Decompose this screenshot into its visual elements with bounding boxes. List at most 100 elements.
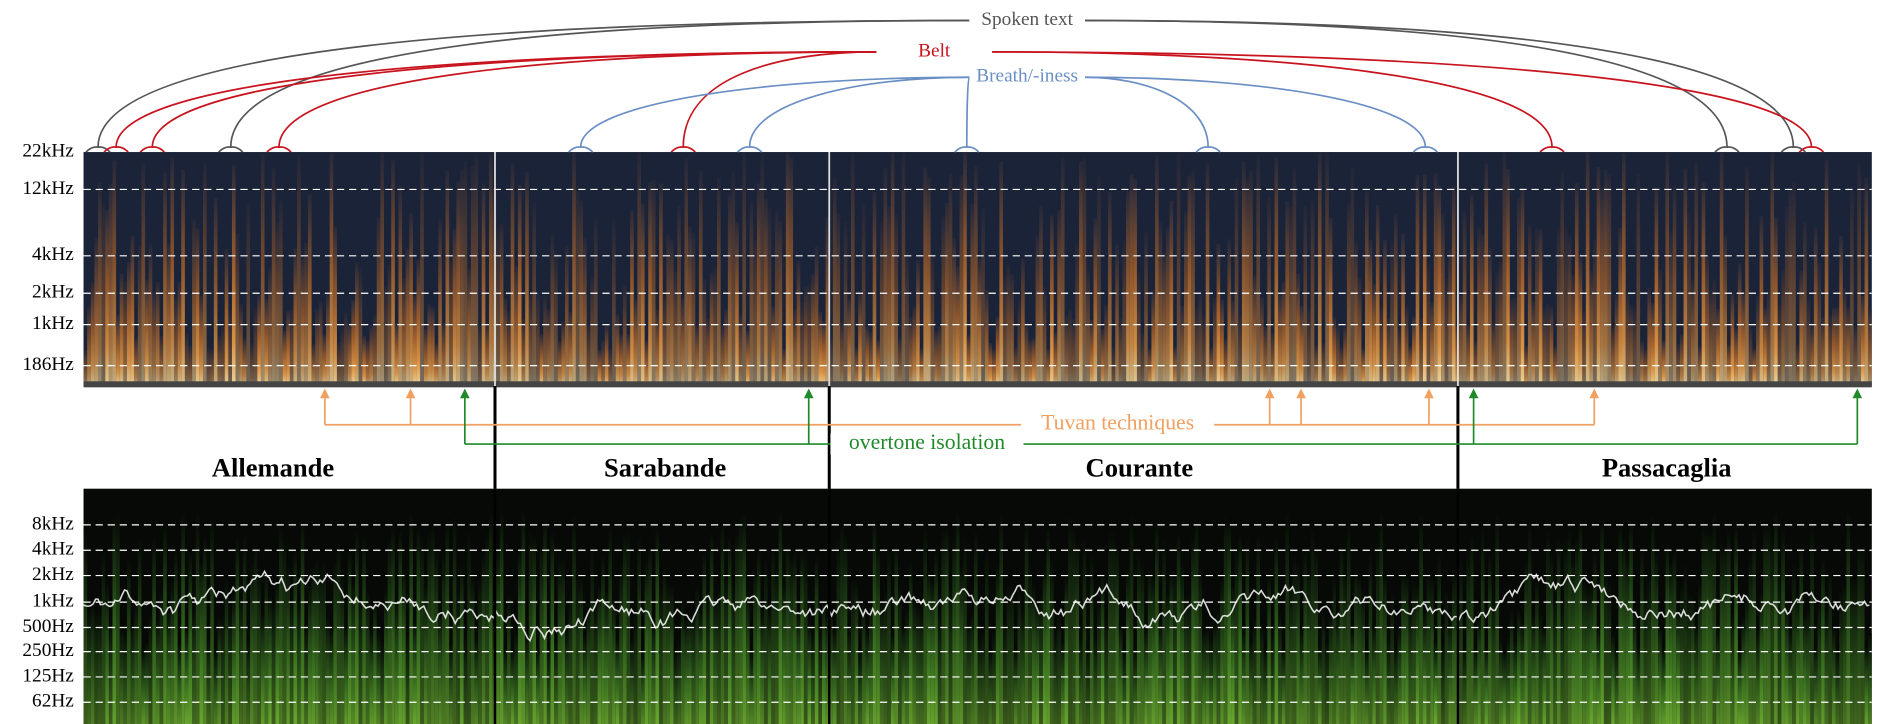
- spectrogram-column: [1556, 228, 1561, 387]
- spectrogram-column: [1024, 322, 1029, 387]
- spectrogram-column: [840, 517, 844, 724]
- spectrogram-column: [101, 545, 106, 724]
- spectrogram-column: [1227, 519, 1232, 724]
- spectrogram-column: [727, 195, 732, 387]
- spectrogram-column: [239, 596, 243, 724]
- spectrogram-column: [134, 601, 138, 724]
- annotation-label: Spoken text: [981, 9, 1073, 30]
- spectrogram-column: [1618, 520, 1623, 724]
- spectrogram-column: [879, 223, 884, 387]
- spectrogram-column: [1799, 539, 1804, 724]
- spectrogram-column: [1632, 307, 1637, 387]
- spectrogram-column: [1614, 294, 1619, 387]
- spectrogram-column: [850, 576, 855, 724]
- spectrogram-column: [597, 349, 602, 387]
- spectrogram-column: [1839, 235, 1843, 387]
- spectrogram-column: [235, 534, 240, 724]
- spectrogram-column: [1473, 646, 1478, 724]
- spectrogram-column: [1585, 152, 1590, 387]
- spectrogram-column: [510, 164, 515, 387]
- spectrogram-column: [1238, 532, 1242, 724]
- spectrogram-column: [1176, 152, 1181, 387]
- spectrogram-column: [948, 585, 953, 724]
- spectrogram-column: [1133, 648, 1137, 724]
- spectrogram-column: [1039, 206, 1043, 387]
- spectrogram-column: [1788, 628, 1793, 724]
- spectrogram-column: [800, 547, 804, 724]
- spectrogram-column: [785, 541, 790, 724]
- section-name: Passacaglia: [1602, 453, 1732, 483]
- spectrogram-column: [116, 314, 120, 387]
- frequency-label: 12kHz: [22, 178, 74, 199]
- spectrogram-column: [1187, 590, 1192, 724]
- spectrogram-column: [648, 182, 652, 387]
- spectrogram-column: [87, 306, 91, 387]
- spectrogram-column: [916, 602, 920, 724]
- spectrogram-column: [1784, 601, 1789, 724]
- section-name: Allemande: [212, 453, 335, 483]
- spectrogram-column: [1672, 548, 1677, 724]
- spectrogram-column: [1538, 609, 1543, 724]
- spectrogram-column: [206, 347, 211, 387]
- spectrogram-column: [1491, 322, 1496, 387]
- spectrogram-column: [1249, 170, 1253, 387]
- spectrogram-column: [1151, 290, 1156, 387]
- spectrogram-column: [1650, 302, 1655, 387]
- spectrogram-column: [221, 326, 225, 387]
- spectrogram-column: [528, 294, 533, 387]
- spectrogram-column: [315, 557, 319, 724]
- spectrogram-column: [239, 304, 243, 387]
- spectrogram-column: [369, 324, 374, 387]
- spectrogram-column: [724, 308, 728, 387]
- spectrogram-column: [1288, 581, 1293, 724]
- spectrogram-column: [789, 157, 794, 387]
- spectrogram-column: [112, 513, 117, 724]
- spectrogram-column: [304, 242, 308, 387]
- spectrogram-column: [1010, 582, 1014, 724]
- spectrogram-column: [1372, 284, 1376, 387]
- spectrogram-column: [297, 155, 301, 387]
- spectrogram-column: [83, 528, 88, 724]
- annotation-label: Belt: [918, 40, 951, 61]
- spectrogram-column: [1546, 303, 1550, 387]
- spectrogram-column: [995, 562, 1000, 724]
- spectrogram-column: [358, 593, 363, 724]
- spectrogram-column: [1698, 346, 1702, 387]
- spectrogram-column: [1629, 518, 1633, 724]
- spectrogram-column: [1198, 290, 1203, 387]
- spectrogram-column: [1281, 282, 1286, 387]
- spectrogram-column: [148, 244, 153, 387]
- spectrogram-column: [1712, 279, 1717, 387]
- spectrogram-column: [1064, 315, 1069, 387]
- spectrogram-column: [1050, 215, 1054, 387]
- arrow-head: [803, 388, 814, 399]
- spectrogram-column: [626, 527, 631, 724]
- spectrogram-column: [445, 170, 450, 387]
- spectrogram-column: [1028, 340, 1032, 387]
- spectrogram-column: [1824, 159, 1829, 387]
- annotation-label: Tuvan techniques: [1041, 411, 1194, 435]
- spectrogram-column: [1755, 629, 1760, 724]
- spectrogram-column: [166, 244, 171, 387]
- spectrogram-column: [1506, 169, 1510, 387]
- spectrogram-column: [1553, 346, 1557, 387]
- spectrogram-column: [1064, 574, 1069, 724]
- spectrogram-column: [742, 152, 746, 387]
- spectrogram-column: [514, 266, 518, 387]
- spectrogram-column: [347, 548, 352, 724]
- spectrogram-column: [1589, 585, 1594, 724]
- annotation-brace: [1539, 146, 1565, 153]
- spectrogram-column: [727, 534, 732, 724]
- spectrogram-column: [1567, 235, 1572, 387]
- spectrogram-column: [1444, 589, 1449, 724]
- spectrogram-column: [1390, 590, 1394, 724]
- spectrogram-column: [753, 566, 757, 724]
- spectrogram-column: [731, 584, 736, 724]
- spectrogram-column: [264, 299, 269, 387]
- spectrogram-column: [340, 327, 345, 387]
- spectrogram-column: [253, 307, 258, 387]
- spectrogram-column: [1216, 606, 1221, 724]
- spectrogram-column: [521, 508, 526, 724]
- spectrogram-column: [963, 152, 967, 387]
- spectrogram-column: [684, 616, 689, 724]
